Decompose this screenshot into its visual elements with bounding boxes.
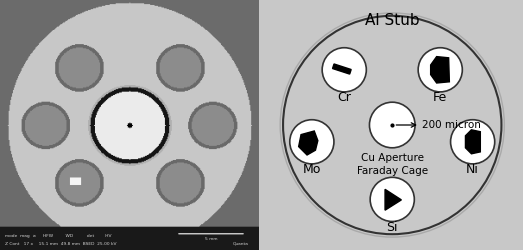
Text: Mo: Mo	[303, 163, 321, 176]
Bar	[333, 64, 351, 74]
Text: 5 mm: 5 mm	[204, 237, 217, 241]
Polygon shape	[430, 56, 449, 83]
Text: mode  mag  ∞     HFW         WD          det        HV: mode mag ∞ HFW WD det HV	[5, 234, 112, 238]
Circle shape	[451, 120, 495, 164]
Text: Z Cont   17 x    15.1 mm  49.8 mm  BSED  25.00 kV: Z Cont 17 x 15.1 mm 49.8 mm BSED 25.00 k…	[5, 242, 117, 246]
Text: Fe: Fe	[433, 91, 447, 104]
Text: Cr: Cr	[337, 91, 351, 104]
Circle shape	[418, 48, 462, 92]
Circle shape	[369, 102, 415, 148]
Text: Cu Aperture
Faraday Cage: Cu Aperture Faraday Cage	[357, 152, 428, 176]
Text: 200 micron: 200 micron	[422, 120, 481, 130]
Text: Al Stub: Al Stub	[365, 13, 419, 28]
Polygon shape	[385, 189, 401, 210]
Text: Si: Si	[386, 221, 398, 234]
Circle shape	[322, 48, 366, 92]
Circle shape	[370, 177, 414, 222]
Text: Quanta: Quanta	[233, 242, 249, 246]
Text: Ni: Ni	[466, 163, 479, 176]
Polygon shape	[299, 131, 318, 155]
Polygon shape	[465, 130, 480, 154]
Circle shape	[290, 120, 334, 164]
